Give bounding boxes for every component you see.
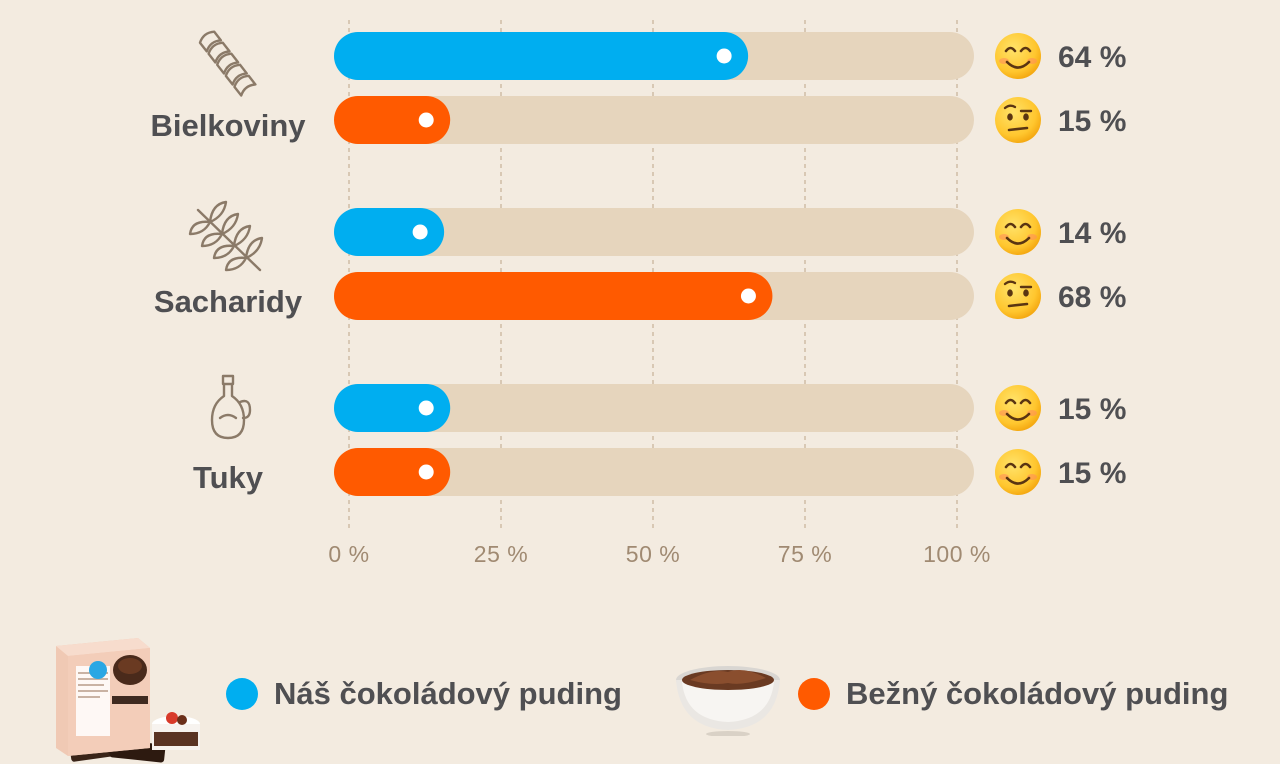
category-label: Bielkoviny: [150, 108, 306, 143]
wheat-leaf: [188, 220, 212, 236]
eye: [1023, 289, 1029, 297]
eye: [1019, 462, 1032, 469]
bar-regular: [334, 448, 451, 496]
eye: [1004, 398, 1017, 405]
eye: [1004, 46, 1017, 53]
mouth: [1005, 236, 1031, 245]
legend-label: Bežný čokoládový puding: [846, 676, 1229, 711]
eyebrow: [1003, 280, 1017, 286]
pasta-segment: [216, 52, 240, 75]
product-box-icon: [56, 638, 200, 763]
legend: Náš čokoládový puding Bežný čokoládový p…: [0, 620, 1280, 764]
wheat-stem: [196, 208, 262, 272]
face-circle: [995, 449, 1041, 495]
bars: [334, 32, 974, 496]
bar-regular: [334, 272, 773, 320]
pasta-segment: [224, 63, 248, 86]
bar-ours: [334, 208, 445, 256]
legend-dot-blue: [226, 678, 258, 710]
value-label: 68 %: [1058, 281, 1126, 314]
bar-ours: [334, 32, 749, 80]
face-circle: [995, 385, 1041, 431]
mouth: [1005, 60, 1031, 69]
legend-label: Náš čokoládový puding: [274, 676, 622, 711]
category-label: Sacharidy: [154, 284, 303, 319]
bar-track: [334, 384, 974, 432]
pasta-segment: [198, 30, 223, 53]
raised-eyebrow-face-icon: [995, 273, 1041, 319]
eye: [1004, 462, 1017, 469]
eye: [1019, 222, 1032, 229]
bar-ours: [334, 384, 451, 432]
pasta-segment: [207, 41, 231, 64]
nutrition-comparison-chart: 0 % 25 % 50 % 75 % 100 % 64 % 15 % Bielkoviny 14…: [150, 20, 1126, 567]
tick-label: 25 %: [474, 541, 528, 567]
wheat-leaf: [244, 236, 264, 260]
wheat-icon: [188, 200, 264, 272]
pasta-segment: [233, 74, 257, 97]
eye: [1007, 113, 1013, 121]
wheat-leaf: [232, 224, 252, 248]
eye: [1007, 289, 1013, 297]
mouth: [1007, 126, 1029, 132]
eyebrow: [1003, 104, 1017, 110]
tick-label: 75 %: [778, 541, 832, 567]
bar-end-dot: [418, 464, 434, 480]
bar-end-dot: [418, 112, 434, 128]
bar-end-dot: [740, 288, 756, 304]
value-label: 15 %: [1058, 457, 1126, 490]
wheat-leaf: [200, 232, 224, 248]
face-circle: [995, 273, 1041, 319]
bar-regular: [334, 96, 451, 144]
value-label: 14 %: [1058, 217, 1126, 250]
value-label: 64 %: [1058, 41, 1126, 74]
bar-track: [334, 448, 974, 496]
legend-item-regular: Bežný čokoládový puding: [798, 676, 1228, 712]
face-circle: [995, 33, 1041, 79]
category-icons: [188, 30, 264, 440]
bar-end-dot: [412, 224, 428, 240]
bar-end-dot: [716, 48, 732, 64]
legend-dot-orange: [798, 678, 830, 710]
bar-end-dot: [418, 400, 434, 416]
labels: 0 % 25 % 50 % 75 % 100 % 64 % 15 % Bielkoviny 14…: [150, 33, 1126, 567]
category-label: Tuky: [193, 460, 264, 495]
smiling-face-icon: [995, 209, 1041, 255]
bottle-handle: [238, 399, 252, 420]
smiling-face-icon: [995, 33, 1041, 79]
eye: [1023, 113, 1029, 121]
eye: [1019, 398, 1032, 405]
bottle-cap: [221, 374, 235, 386]
wheat-leaf: [208, 200, 228, 224]
smiling-face-icon: [995, 385, 1041, 431]
face-circle: [995, 209, 1041, 255]
eye: [1004, 222, 1017, 229]
tick-label: 50 %: [626, 541, 680, 567]
bar-track: [334, 208, 974, 256]
wheat-leaf: [220, 212, 240, 236]
mouth: [1007, 302, 1029, 308]
mouth: [1005, 476, 1031, 485]
eye: [1019, 46, 1032, 53]
value-label: 15 %: [1058, 105, 1126, 138]
tick-label: 100 %: [923, 541, 991, 567]
raised-eyebrow-face-icon: [995, 97, 1041, 143]
bottle-body: [210, 382, 246, 440]
legend-item-ours: Náš čokoládový puding: [226, 676, 622, 712]
pasta-icon: [198, 30, 257, 97]
tick-label: 0 %: [328, 541, 369, 567]
smiling-face-icon: [995, 449, 1041, 495]
wheat-leaf: [224, 256, 248, 272]
mouth: [1005, 412, 1031, 421]
wheat-leaf: [212, 244, 236, 260]
bottle-liquid: [218, 413, 238, 420]
value-label: 15 %: [1058, 393, 1126, 426]
bar-track: [334, 96, 974, 144]
pudding-bowl-icon: [676, 666, 780, 736]
face-circle: [995, 97, 1041, 143]
oil-bottle-icon: [210, 374, 252, 440]
